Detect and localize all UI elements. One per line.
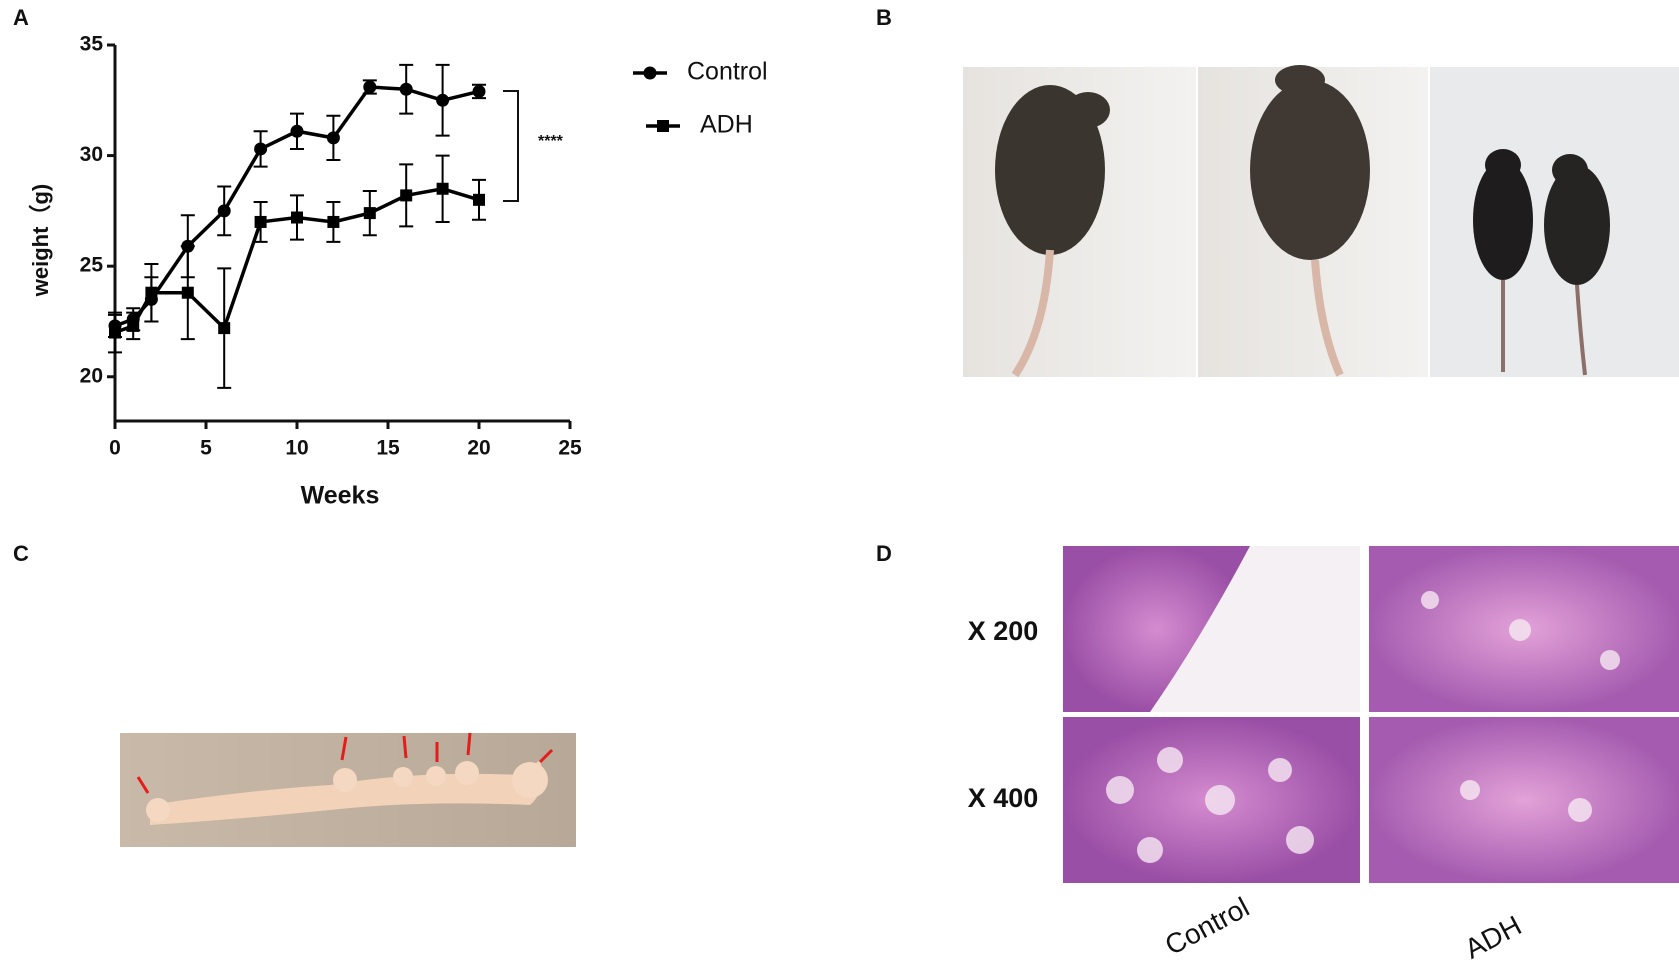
y-tick-label: 35 bbox=[80, 33, 104, 56]
marker bbox=[472, 84, 486, 98]
legend-label: Control bbox=[687, 58, 768, 86]
marker bbox=[399, 82, 413, 96]
marker bbox=[473, 193, 485, 206]
weight-chart: Weeks weight（g) **** 0 5 10 15 20 25 20 25 30 35 C… bbox=[28, 33, 768, 510]
axes bbox=[113, 45, 570, 423]
marker bbox=[363, 207, 376, 220]
y-axis-label: weight（g) bbox=[28, 184, 53, 297]
x-tick-label: 5 bbox=[200, 437, 212, 460]
panel-label: B bbox=[876, 5, 892, 30]
legend-label: ADH bbox=[700, 111, 753, 139]
x-tick-label: 25 bbox=[558, 437, 582, 460]
marker bbox=[254, 215, 267, 228]
legend-marker bbox=[657, 120, 669, 132]
marker bbox=[218, 322, 231, 335]
legend-marker bbox=[643, 66, 657, 80]
marker bbox=[291, 211, 303, 224]
marker bbox=[363, 80, 377, 94]
y-tick-label: 25 bbox=[80, 254, 104, 277]
panel-label: A bbox=[13, 5, 29, 30]
row-label: X 200 bbox=[968, 616, 1039, 646]
y-tick-label: 20 bbox=[80, 364, 103, 387]
marker bbox=[109, 326, 121, 339]
marker bbox=[290, 124, 304, 138]
histology: X 200 X 400 Control ADH bbox=[968, 546, 1679, 965]
x-axis-label: Weeks bbox=[301, 482, 380, 510]
mouse-photos bbox=[963, 65, 1679, 378]
marker bbox=[327, 215, 340, 228]
marker bbox=[181, 286, 194, 299]
panel-label: C bbox=[13, 541, 29, 566]
marker bbox=[127, 319, 140, 332]
x-tick-label: 20 bbox=[467, 437, 490, 460]
significance-bracket bbox=[503, 90, 519, 202]
x-tick-label: 15 bbox=[376, 437, 400, 460]
panel-label: D bbox=[876, 541, 892, 566]
x-tick-label: 10 bbox=[285, 437, 308, 460]
marker bbox=[217, 204, 231, 218]
marker bbox=[400, 189, 413, 202]
x-tick-label: 0 bbox=[109, 437, 121, 460]
significance-label: **** bbox=[538, 133, 564, 150]
row-label: X 400 bbox=[968, 783, 1039, 813]
colon-photo bbox=[120, 732, 576, 847]
y-tick-label: 30 bbox=[80, 143, 103, 166]
column-label: ADH bbox=[1460, 910, 1527, 965]
column-label: Control bbox=[1160, 891, 1254, 961]
marker bbox=[145, 286, 158, 299]
marker bbox=[254, 142, 268, 156]
marker bbox=[436, 182, 449, 195]
marker bbox=[436, 93, 450, 107]
marker bbox=[326, 131, 340, 145]
